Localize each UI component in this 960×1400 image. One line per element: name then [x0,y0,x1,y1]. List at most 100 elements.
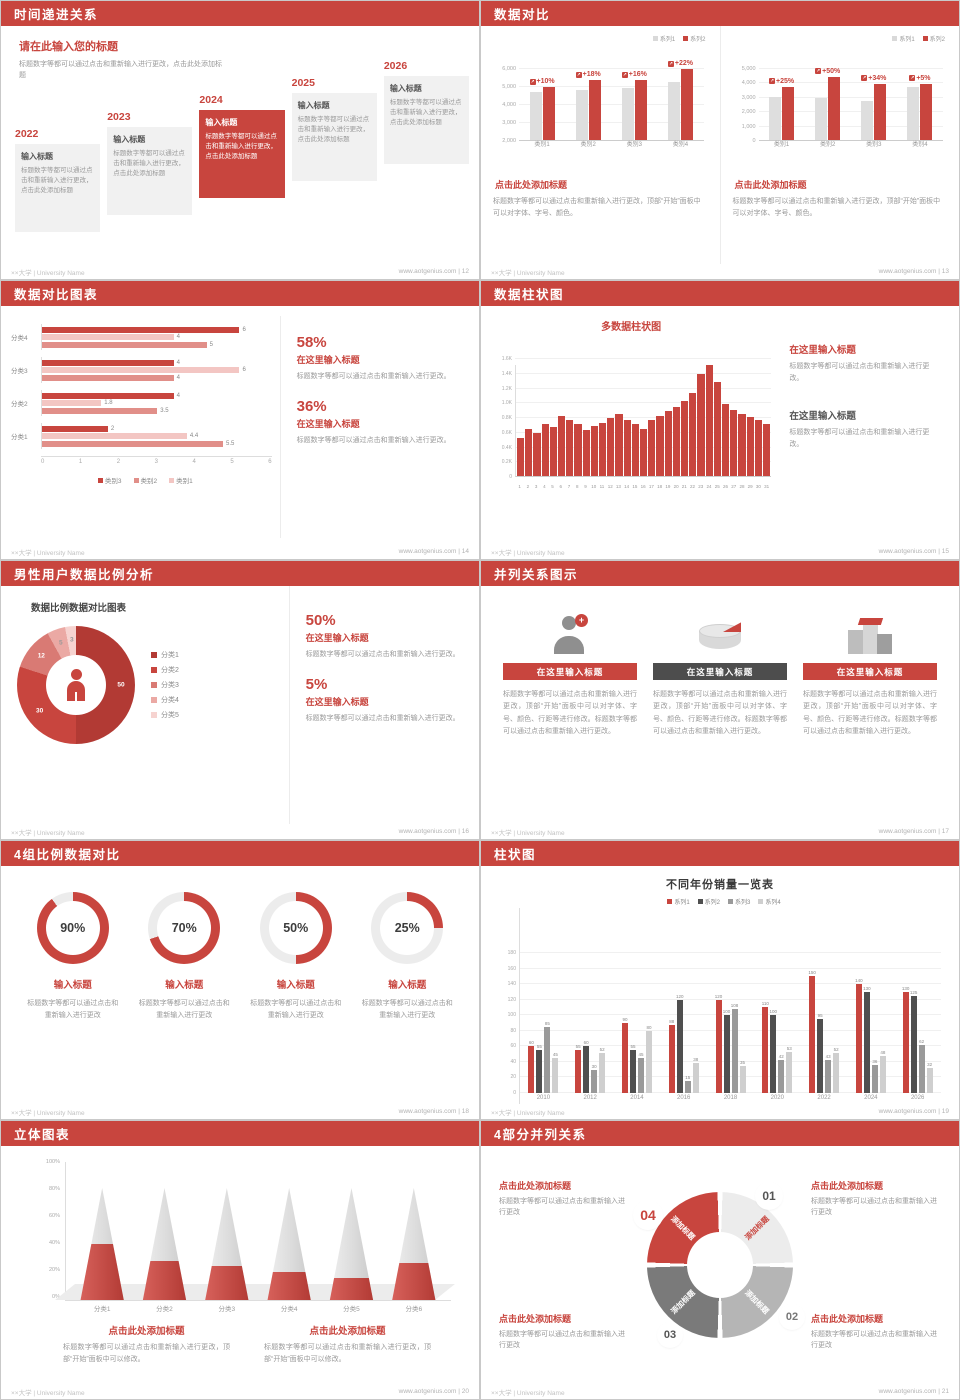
x-tick-label: 2026 [910,1095,925,1101]
x-axis-line [758,140,943,141]
slide-title: 柱状图 [494,848,537,862]
category-label: 分类2 [11,401,28,408]
slide-title: 时间递进关系 [14,8,99,22]
bar [723,1015,730,1093]
legend-swatch [683,36,689,41]
footer-page-number: 16 [461,828,469,835]
bar-group: ↗ +25% 类别1 [759,78,805,150]
bar [730,409,738,476]
delta-label: ↗ +5% [909,75,931,82]
value-label: 52 [833,1046,839,1052]
x-tick-label: 6 [268,459,272,465]
bar [631,424,640,476]
stat-text: 标题数字等都可以通过点击和重新输入进行更改。 [296,437,451,445]
trend-up-icon: ↗ [529,78,536,85]
card-text: 标题数字等都可以通过点击和重新输入进行更改，点击此处添加标题 [113,150,185,178]
slide-body: 不同年份销量一览表 系列1 系列2 系列3 系列4 180 160 140 120 100 80… [481,866,959,1104]
percentage-label: 50% [283,921,309,935]
title-button[interactable]: 在这里输入标题 [503,663,637,680]
bar [528,1046,535,1093]
x-tick-label: 31 [764,484,770,489]
bar [621,1023,628,1093]
value-label: 60 [528,1040,534,1046]
bar-series1 [529,92,542,140]
bar-group: 88 120 15 38 2016 [660,994,707,1104]
x-tick-label: 14 [624,484,630,489]
bar [42,433,187,439]
legend-swatch [697,899,703,904]
bar [536,1050,543,1093]
icon-area: + [503,610,637,654]
x-tick-label: 19 [665,484,671,489]
bar-group: 90 55 45 80 2014 [614,1017,661,1104]
category-label: 分类4 [11,335,28,342]
x-tick-label: 11 [599,484,605,489]
bar [902,991,909,1093]
footer-site-page: www.aotgenius.com | 16 [399,828,469,835]
x-tick-label: 类别4 [912,142,928,148]
footer-separator: | [456,1388,462,1395]
bar [648,419,656,476]
bar [778,1060,785,1093]
value-label: 95 [817,1013,823,1019]
bar [42,407,158,414]
medical-cross-icon: + [575,614,588,627]
gridline [515,402,772,404]
footer-site-page: www.aotgenius.com | 14 [399,548,469,555]
parallel-column: 在这里输入标题 标题数字等都可以通过点击和重新输入进行更改，顶部“开始”面板中可以… [653,610,787,824]
value-label: 1.8 [104,400,113,406]
delta-value: +18% [582,71,601,78]
x-tick-label: 27 [731,484,737,489]
slide-body: 100% 80% 60% 40% 20% 0% 分类1 分类2 分类3 分类4 分类5 分类6 点击此… [1,1146,479,1384]
legend-swatch [133,477,139,483]
bar-series2 [828,76,841,140]
x-tick-label: 17 [648,484,654,489]
slide-footer: ××大学 | University Name www.aotgenius.com … [481,1104,959,1119]
text-block: 点击此处添加标题 标题数字等都可以通过点击和重新输入进行更改 [811,1312,941,1351]
x-tick-label: 20 [673,484,679,489]
section-subtext: 标题数字等都可以通过点击和重新输入进行更改，点击此处添加标题 [19,61,222,80]
slide-footer: ××大学 | University Name www.aotgenius.com … [481,264,959,279]
x-tick-label: 2 [526,484,530,489]
x-tick-label: 类别2 [820,142,836,148]
value-label: 4 [176,374,180,381]
y-tick-label: 60 [510,1043,516,1050]
bar [558,415,566,476]
bar-row: 5 [42,341,272,348]
title-button[interactable]: 在这里输入标题 [653,663,787,680]
delta-value: +16% [628,71,647,78]
bar-group: ↗ +18% 类别2 [565,71,611,150]
card-text: 标题数字等都可以通过点击和重新输入进行更改，点击此处添加标题 [389,99,462,127]
title-button[interactable]: 在这里输入标题 [803,663,937,680]
card-title: 输入标题 [113,135,146,144]
bar [623,419,631,476]
footer-separator: | [936,268,942,275]
bar-row: 4 [42,392,272,399]
footer-separator: | [936,1388,942,1395]
text-block: 在这里输入标题 标题数字等都可以通过点击和重新输入进行更改。 [789,342,941,384]
value-label: 53 [786,1045,792,1051]
caption-title: 点击此处添加标题 [495,180,568,190]
timeline-card: 输入标题 标题数字等都可以通过点击和重新输入进行更改，点击此处添加标题 [291,93,377,181]
bar-series2 [542,87,555,140]
stat-title: 在这里输入标题 [305,697,369,708]
footer-university: ××大学 | University Name [491,1389,565,1397]
bar [533,433,541,476]
stat-text: 标题数字等都可以通过点击和重新输入进行更改。 [305,715,460,723]
chart-panel: 系列1 系列2 5,000 4,000 3,000 2,000 1,000 0 ↗ +25% 类别1… [719,26,960,264]
x-tick-label: 类别1 [534,142,550,148]
chart-panel: 系列1 系列2 6,000 5,000 4,000 3,000 2,000 ↗ +10% 类别1 ↗… [481,26,720,264]
bar-series1 [907,86,920,140]
trend-up-icon: ↗ [769,78,775,85]
bar-groups: ↗ +10% 类别1 ↗ +18% 类别2 ↗ +16% 类别3 ↗ +22% 类别4 [519,50,704,150]
chart-legend: 分类1 分类2 分类3 分类4 分类5 [151,650,179,720]
footer-site: www.aotgenius.com [878,1108,937,1115]
y-tick-label: 1.2K [501,385,512,392]
legend-label: 系列2 [704,900,720,906]
bar-row: 1.8 [42,400,272,406]
bar [689,393,697,476]
bar-series1 [861,101,874,140]
card-title: 输入标题 [21,152,53,161]
bar [786,1051,793,1093]
